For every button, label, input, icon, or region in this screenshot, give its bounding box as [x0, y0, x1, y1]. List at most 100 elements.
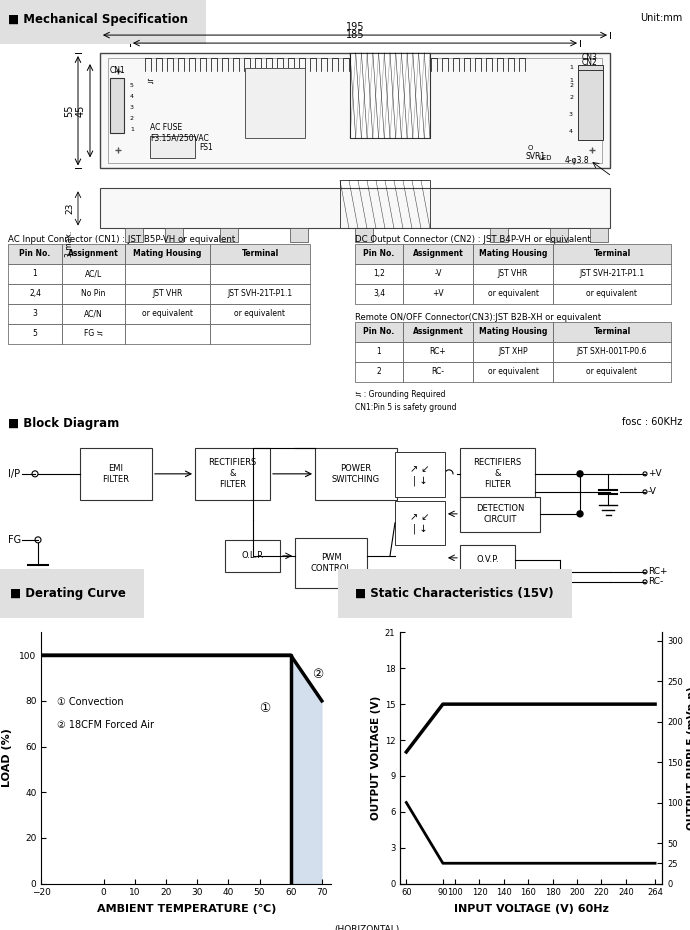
- Text: Pin No.: Pin No.: [19, 249, 50, 258]
- Text: Assignment: Assignment: [413, 327, 464, 336]
- Bar: [355, 263, 403, 284]
- Text: 4-φ3.8: 4-φ3.8: [565, 156, 590, 166]
- Bar: [100, 53, 610, 168]
- Y-axis label: OUTPUT VOLTAGE (V): OUTPUT VOLTAGE (V): [371, 696, 381, 820]
- Text: 3,4: 3,4: [373, 289, 385, 299]
- Text: 5: 5: [130, 83, 134, 87]
- X-axis label: AMBIENT TEMPERATURE (℃): AMBIENT TEMPERATURE (℃): [97, 904, 276, 914]
- Bar: [210, 324, 310, 344]
- Text: 1: 1: [130, 126, 134, 132]
- Bar: [395, 452, 445, 497]
- Bar: [315, 448, 397, 499]
- Text: 2: 2: [377, 367, 382, 377]
- Bar: [403, 284, 473, 303]
- Bar: [8, 263, 62, 284]
- Text: (HORIZONTAL): (HORIZONTAL): [335, 924, 400, 930]
- Bar: [8, 324, 62, 344]
- Text: JST VHR: JST VHR: [152, 289, 183, 299]
- Text: Mating Housing: Mating Housing: [479, 327, 547, 336]
- Text: 4: 4: [569, 128, 573, 134]
- Bar: [62, 244, 125, 263]
- Bar: [340, 180, 430, 229]
- Bar: [125, 244, 210, 263]
- Bar: [395, 501, 445, 545]
- Text: FS1: FS1: [199, 143, 213, 152]
- Bar: [8, 244, 62, 263]
- Bar: [460, 545, 515, 575]
- Bar: [578, 70, 603, 140]
- Bar: [590, 229, 608, 243]
- Text: O.L.P.: O.L.P.: [241, 551, 264, 561]
- Text: 1: 1: [377, 347, 382, 356]
- Bar: [125, 229, 143, 243]
- Bar: [245, 68, 305, 139]
- Text: 2,4: 2,4: [29, 289, 41, 299]
- Text: ② 18CFM Forced Air: ② 18CFM Forced Air: [57, 720, 154, 730]
- Bar: [553, 322, 671, 341]
- Bar: [473, 322, 553, 341]
- Bar: [290, 229, 308, 243]
- Bar: [62, 324, 125, 344]
- Bar: [355, 362, 403, 382]
- Text: RECTIFIERS
&
FILTER: RECTIFIERS & FILTER: [473, 458, 522, 489]
- Bar: [225, 539, 280, 572]
- Text: Pin No.: Pin No.: [364, 327, 395, 336]
- Text: ↗ ↙
| ↓: ↗ ↙ | ↓: [411, 512, 430, 534]
- Text: Assignment: Assignment: [68, 249, 119, 258]
- Text: or equivalent: or equivalent: [235, 309, 286, 318]
- Bar: [108, 58, 602, 164]
- Bar: [355, 244, 403, 263]
- Text: O.V.P.: O.V.P.: [476, 555, 499, 565]
- Text: AC/N: AC/N: [84, 309, 103, 318]
- Bar: [553, 362, 671, 382]
- Bar: [403, 244, 473, 263]
- Bar: [125, 284, 210, 303]
- Text: Terminal: Terminal: [593, 249, 631, 258]
- Text: Mating Housing: Mating Housing: [133, 249, 201, 258]
- Bar: [403, 263, 473, 284]
- Bar: [210, 263, 310, 284]
- Text: 4: 4: [130, 94, 134, 99]
- Text: ■ Block Diagram: ■ Block Diagram: [8, 417, 119, 430]
- Bar: [220, 229, 238, 243]
- Text: -V: -V: [648, 487, 657, 497]
- Text: 2: 2: [130, 115, 134, 121]
- Bar: [80, 448, 152, 499]
- Text: or equivalent: or equivalent: [142, 309, 193, 318]
- Text: CN1: CN1: [109, 66, 125, 75]
- Text: O: O: [528, 145, 533, 152]
- Text: JST XHP: JST XHP: [498, 347, 528, 356]
- Text: JST VHR: JST VHR: [497, 269, 528, 278]
- Text: DETECTION
CIRCUIT: DETECTION CIRCUIT: [476, 504, 524, 525]
- Text: ■ Derating Curve: ■ Derating Curve: [10, 587, 126, 600]
- Text: 3 max.: 3 max.: [65, 231, 74, 257]
- Bar: [578, 65, 603, 105]
- Bar: [553, 341, 671, 362]
- Bar: [490, 229, 508, 243]
- Text: JST SVH-21T-P1.1: JST SVH-21T-P1.1: [228, 289, 293, 299]
- Text: 2: 2: [569, 83, 573, 87]
- Bar: [460, 448, 535, 499]
- Text: No Pin: No Pin: [81, 289, 106, 299]
- Bar: [62, 303, 125, 324]
- Text: fosc : 60KHz: fosc : 60KHz: [622, 417, 682, 427]
- Bar: [210, 303, 310, 324]
- Bar: [403, 322, 473, 341]
- Text: 3: 3: [569, 112, 573, 117]
- Text: 2: 2: [569, 95, 573, 100]
- Text: RC-: RC-: [431, 367, 444, 377]
- Text: JST SXH-001T-P0.6: JST SXH-001T-P0.6: [577, 347, 647, 356]
- Bar: [165, 229, 183, 243]
- Text: 195: 195: [346, 22, 364, 32]
- Text: Assignment: Assignment: [413, 249, 464, 258]
- Bar: [473, 341, 553, 362]
- Text: EMI
FILTER: EMI FILTER: [103, 464, 130, 484]
- Circle shape: [577, 511, 583, 517]
- Text: ①: ①: [259, 702, 270, 715]
- Bar: [355, 341, 403, 362]
- Text: 1,2: 1,2: [373, 269, 385, 278]
- Bar: [473, 263, 553, 284]
- Text: POWER
SWITCHING: POWER SWITCHING: [332, 464, 380, 484]
- Bar: [553, 284, 671, 303]
- Text: or equivalent: or equivalent: [586, 367, 638, 377]
